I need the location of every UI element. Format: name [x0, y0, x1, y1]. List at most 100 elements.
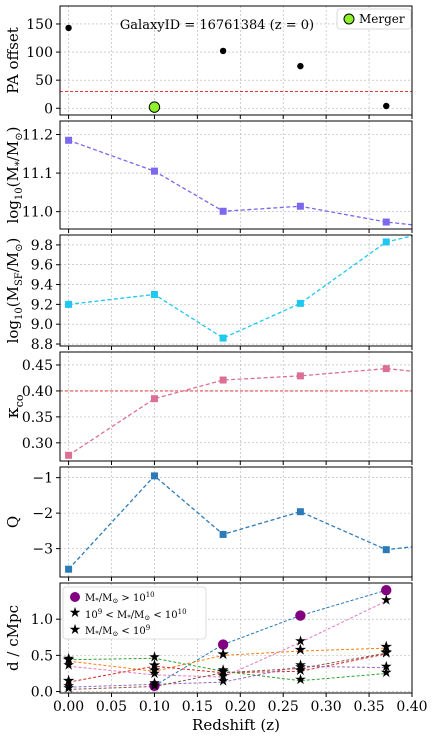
intermediate-neighbour-marker: ★ [380, 643, 393, 661]
series-marker [65, 451, 73, 459]
series-marker [382, 546, 390, 554]
low-mass-neighbour-marker: ★ [62, 681, 74, 697]
legend-marker-mid-mass: ★ [69, 605, 82, 621]
y-tick-label: 0 [44, 101, 53, 117]
y-tick-label: 1.0 [31, 612, 53, 628]
massive-neighbour-marker [295, 610, 306, 621]
x-tick-label: 0.00 [53, 699, 84, 715]
series-marker [219, 334, 227, 342]
intermediate-neighbour-marker: ★ [216, 662, 229, 680]
low-mass-neighbour-marker: ★ [380, 665, 392, 681]
y-tick-label: 0.35 [22, 410, 53, 426]
y-tick-label: 11.0 [22, 205, 53, 221]
series-marker [219, 207, 227, 215]
track-line-7 [68, 652, 387, 690]
y-axis-label: Q [4, 516, 22, 528]
panel-frame [59, 351, 413, 462]
series-marker [219, 530, 227, 538]
y-tick-label: 0.45 [22, 358, 53, 374]
y-tick-label: −1 [32, 471, 53, 487]
series-marker [150, 395, 158, 403]
legend-label-low-mass: M*/M⊙ < 109 [85, 624, 150, 638]
series-marker [382, 218, 390, 226]
y-tick-label: 0.30 [22, 436, 53, 452]
panel-frame [59, 582, 413, 694]
series-marker [150, 290, 158, 298]
panel-5: −3 −2 −1 Q [4, 466, 413, 581]
legend-label-high-mass: M*/M⊙ > 1010 [85, 591, 155, 605]
low-mass-neighbour-marker: ★ [380, 659, 392, 675]
intermediate-neighbour-marker: ★ [294, 641, 307, 659]
series-line [68, 474, 413, 570]
low-mass-neighbour-marker: ★ [62, 658, 74, 674]
pa-offset-point [219, 47, 227, 55]
series-marker [150, 472, 158, 480]
panel-6: 0.00.51.0d / cMpc ★★ ★★★★★★ ★ ★★★ ★ ★★★ ★★★ ★★ ★ ★… [4, 582, 428, 734]
track-line-3 [68, 647, 387, 672]
low-mass-neighbour-marker: ★ [217, 664, 229, 680]
panel-3: 8.8 9.0 9.2 9.4 9.6 9.8 log10(MSF/M⊙) [4, 234, 413, 353]
intermediate-neighbour-marker: ★ [62, 651, 75, 669]
series-marker [296, 299, 304, 307]
panel-4: 0.30 0.35 0.40 0.45 κco [2, 351, 413, 465]
x-tick-label: 0.30 [311, 699, 342, 715]
y-tick-label: 8.8 [31, 337, 53, 353]
track-line-6 [68, 665, 387, 688]
x-tick-label: 0.05 [96, 699, 127, 715]
y-tick-label: −2 [32, 506, 53, 522]
x-tick-label: 0.40 [396, 699, 427, 715]
legend-label-mid-mass: 109 < M*/M⊙ < 1010 [85, 608, 187, 622]
intermediate-neighbour-marker: ★ [216, 645, 229, 663]
series-marker [219, 376, 227, 384]
y-axis-label: PA offset [4, 27, 22, 94]
low-mass-neighbour-marker: ★ [148, 676, 160, 692]
massive-neighbour-marker [381, 585, 392, 596]
y-tick-label: 9.6 [31, 258, 53, 274]
low-mass-neighbour-marker: ★ [148, 666, 160, 682]
massive-neighbour-marker [217, 639, 229, 650]
low-mass-neighbour-marker: ★ [62, 651, 74, 667]
series-marker [382, 365, 390, 373]
chart-title: GalaxyID = 16761384 (z = 0) [120, 18, 314, 33]
series-line [68, 367, 413, 456]
low-mass-neighbour-marker: ★ [217, 668, 229, 684]
legend-label-merger: Merger [359, 12, 405, 26]
x-tick-label: 0.10 [139, 699, 170, 715]
legend-box [336, 8, 412, 30]
low-mass-neighbour-marker: ★ [294, 634, 306, 650]
low-mass-neighbour-marker: ★ [217, 673, 229, 689]
y-tick-label: −3 [32, 542, 53, 558]
series-marker [65, 136, 73, 144]
x-tick-label: 0.20 [225, 699, 256, 715]
y-tick-label: 9.0 [31, 317, 53, 333]
y-axis-label: log10(MSF/M⊙) [4, 238, 25, 344]
y-tick-label: 11.2 [22, 128, 53, 144]
series-marker [296, 372, 304, 380]
y-tick-label: 11.1 [22, 166, 53, 182]
intermediate-neighbour-marker: ★ [148, 661, 161, 679]
low-mass-neighbour-marker: ★ [148, 678, 160, 694]
y-tick-label: 0.5 [31, 648, 53, 664]
low-mass-neighbour-marker: ★ [148, 650, 160, 666]
y-tick-label: 9.4 [31, 278, 53, 294]
x-axis-label: Redshift (z) [192, 716, 280, 734]
legend-marker-low-mass: ★ [69, 622, 82, 638]
y-tick-label: 150 [26, 17, 53, 33]
x-tick-label: 0.15 [182, 699, 213, 715]
track-line-2 [68, 600, 387, 678]
series-line [68, 139, 413, 226]
panel-frame [59, 120, 413, 230]
panel-frame [59, 234, 413, 347]
y-axis-label: log10(M*/M⊙) [4, 126, 25, 223]
massive-neighbour-marker [149, 680, 160, 691]
low-mass-neighbour-marker: ★ [294, 658, 306, 674]
y-axis-label: d / cMpc [4, 605, 22, 671]
y-tick-label: 50 [35, 73, 53, 89]
series-marker [150, 167, 158, 175]
x-tick-label: 0.35 [353, 699, 384, 715]
series-marker [296, 202, 304, 210]
legend-marker-merger [343, 13, 355, 25]
